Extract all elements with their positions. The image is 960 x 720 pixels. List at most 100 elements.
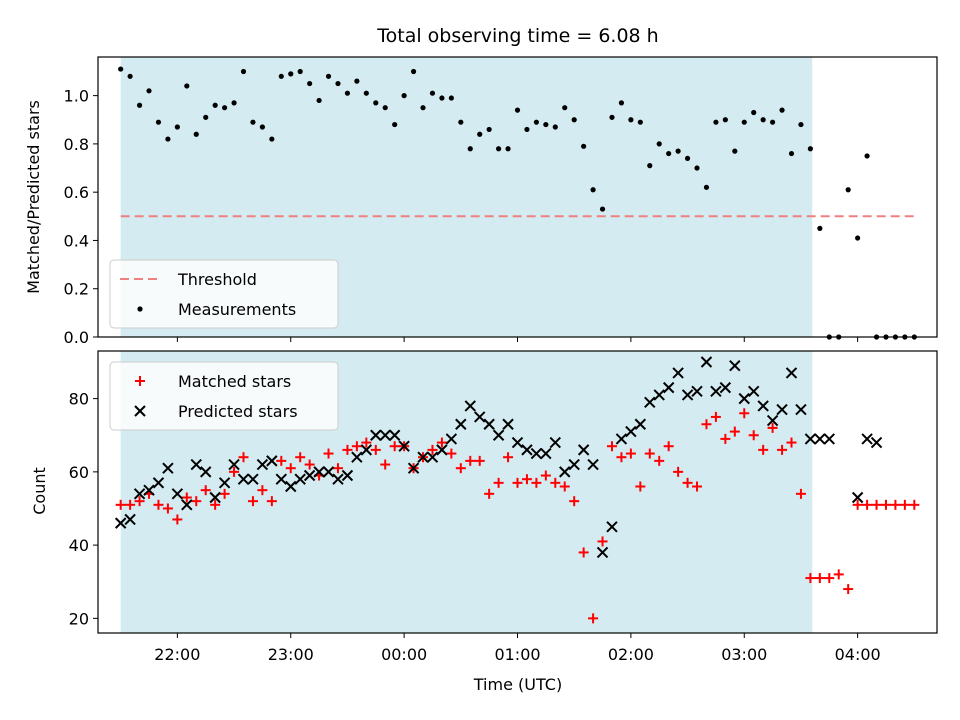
matched-star-marker	[380, 459, 391, 470]
predicted-star-marker-b	[823, 433, 835, 445]
predicted-star-marker	[266, 455, 278, 467]
predicted-star-marker	[776, 403, 788, 416]
matched-star-marker	[578, 547, 589, 558]
measurement-point	[751, 109, 757, 116]
predicted-star-marker-b	[634, 418, 647, 430]
measurement-point	[307, 80, 313, 87]
measurement-point	[807, 146, 813, 152]
predicted-star-marker-b	[256, 458, 269, 471]
measurement-point	[354, 78, 360, 84]
predicted-star-marker-b	[521, 444, 533, 456]
predicted-star-marker-b	[587, 458, 599, 471]
measurement-point	[278, 73, 284, 79]
measurement-point	[788, 150, 795, 157]
measurement-point	[713, 119, 719, 125]
matched-star-marker	[493, 477, 504, 488]
matched-star-marker	[597, 536, 608, 547]
measurement-point	[628, 117, 634, 123]
matched-star-marker	[748, 430, 759, 441]
predicted-star-marker	[559, 466, 571, 478]
predicted-star-marker-b	[700, 356, 713, 368]
predicted-star-marker	[398, 440, 410, 452]
predicted-star-marker-b	[861, 433, 873, 445]
predicted-star-marker	[322, 466, 335, 478]
matched-star-marker	[654, 455, 665, 466]
measurement-point	[155, 119, 162, 125]
matched-star-marker	[635, 481, 646, 492]
predicted-star-marker	[228, 458, 240, 471]
y-tick-label: 0.2	[64, 280, 89, 299]
measurement-point	[288, 71, 294, 77]
measurement-point	[741, 119, 747, 125]
measurement-point	[524, 126, 530, 133]
predicted-star-marker	[313, 466, 325, 478]
legend-entry-label: Matched stars	[178, 372, 291, 391]
top-y-axis-label: Matched/Predicted stars	[24, 100, 43, 294]
matched-star-marker	[210, 499, 221, 510]
predicted-star-marker	[190, 458, 202, 471]
predicted-star-marker	[303, 469, 316, 482]
measurement-point	[184, 83, 190, 89]
measurement-point	[581, 143, 587, 149]
predicted-star-marker-b	[417, 451, 429, 463]
predicted-star-marker	[719, 381, 732, 394]
matched-star-marker	[427, 444, 438, 455]
predicted-star-marker	[870, 436, 883, 449]
measurement-point	[514, 107, 521, 113]
measurement-point	[486, 126, 492, 133]
matched-star-marker	[729, 426, 740, 437]
matched-star-marker	[200, 485, 211, 496]
matched-star-marker	[295, 452, 306, 463]
predicted-star-marker	[464, 400, 476, 412]
matched-star-marker	[332, 463, 343, 474]
predicted-star-marker-b	[360, 444, 373, 456]
measurement-point	[269, 136, 275, 142]
matched-star-marker	[852, 499, 863, 510]
measurement-point	[571, 117, 577, 123]
predicted-star-marker-b	[814, 433, 826, 445]
x-tick-label: 04:00	[835, 645, 881, 664]
predicted-star-marker	[474, 411, 486, 423]
legend-measurement-swatch	[137, 306, 143, 312]
measurement-point	[760, 117, 766, 123]
matched-star-marker	[890, 499, 901, 510]
predicted-star-marker	[814, 433, 826, 445]
measurement-point	[165, 136, 171, 142]
predicted-star-marker-b	[143, 484, 155, 496]
predicted-star-marker-b	[190, 458, 202, 471]
predicted-star-marker-b	[426, 451, 439, 463]
predicted-star-marker-b	[398, 440, 410, 452]
predicted-star-marker-b	[332, 473, 344, 485]
predicted-star-marker	[625, 425, 637, 438]
predicted-star-marker-b	[445, 433, 458, 445]
predicted-star-marker-b	[181, 499, 193, 511]
measurement-point	[477, 131, 483, 137]
matched-star-marker	[692, 481, 703, 492]
predicted-star-marker-b	[474, 411, 486, 423]
predicted-star-marker-b	[615, 433, 628, 445]
predicted-star-marker-b	[776, 403, 788, 416]
predicted-star-marker-b	[209, 491, 221, 504]
measurement-point	[118, 66, 124, 72]
measurement-point	[770, 119, 776, 125]
predicted-star-marker-b	[559, 466, 571, 478]
predicted-star-marker	[644, 396, 656, 408]
matched-star-marker	[720, 433, 731, 444]
predicted-star-marker	[445, 433, 458, 445]
predicted-star-marker	[218, 477, 231, 489]
predicted-star-marker-b	[596, 546, 609, 559]
predicted-star-marker	[417, 451, 429, 463]
y-tick-label: 80	[69, 390, 89, 409]
legend-box	[109, 259, 339, 329]
matched-star-marker	[739, 408, 750, 419]
predicted-star-marker-b	[738, 392, 750, 405]
matched-star-marker	[540, 470, 551, 481]
predicted-star-marker-b	[237, 473, 250, 485]
matched-star-marker	[909, 499, 920, 510]
matched-star-marker	[569, 496, 580, 507]
predicted-star-marker	[275, 473, 288, 485]
predicted-star-marker	[341, 469, 354, 482]
measurement-point	[496, 146, 502, 152]
predicted-star-marker-b	[644, 396, 656, 408]
matched-star-marker	[767, 422, 778, 433]
